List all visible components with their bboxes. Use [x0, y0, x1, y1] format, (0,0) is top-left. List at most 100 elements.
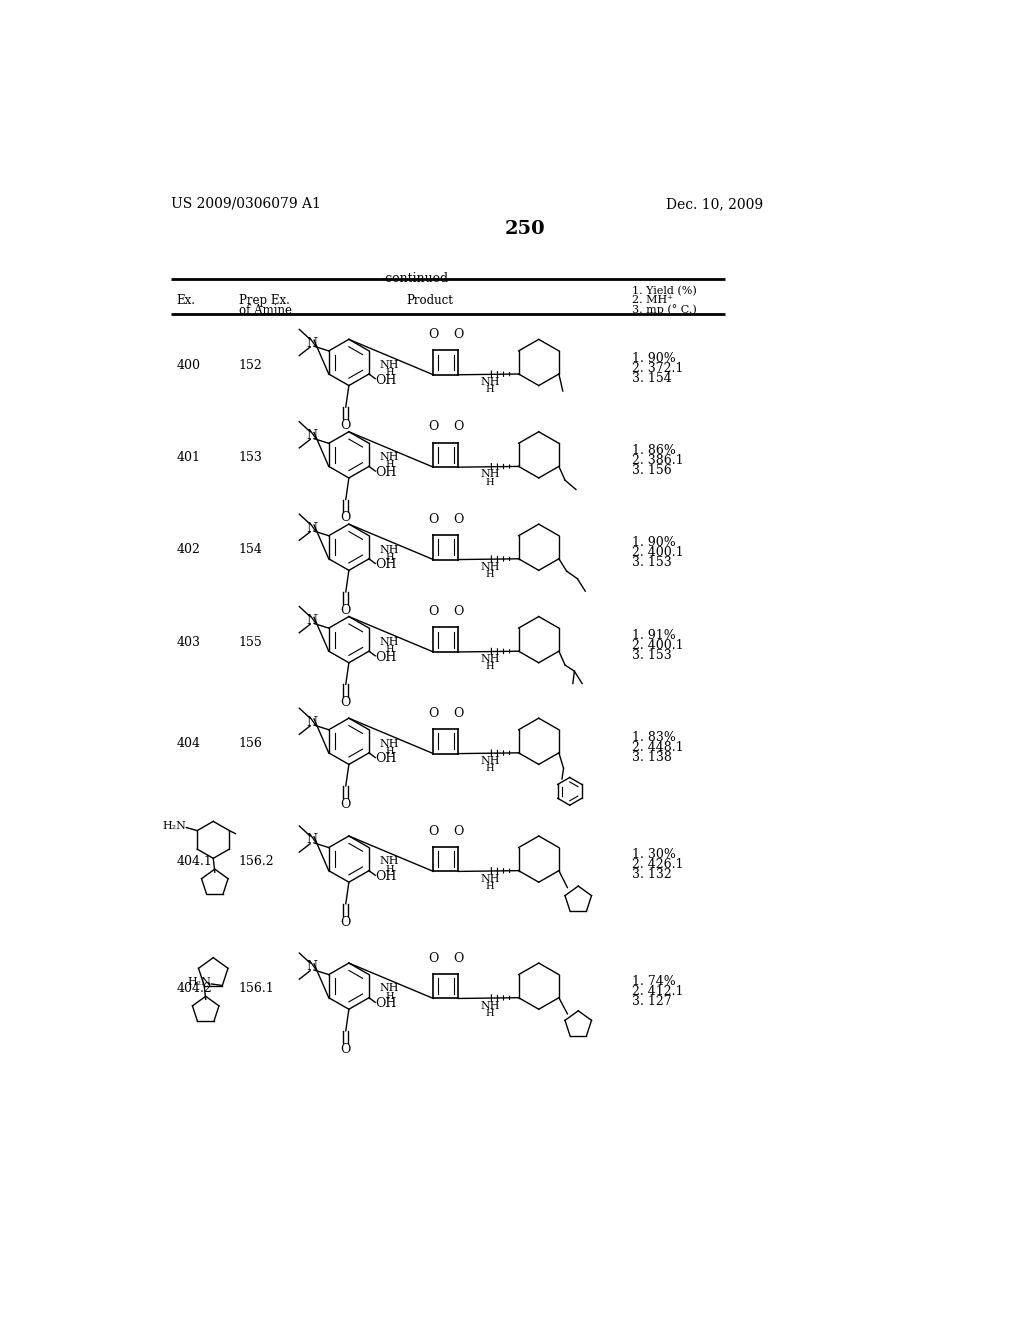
- Text: O: O: [453, 952, 463, 965]
- Text: O: O: [453, 512, 463, 525]
- Text: NH: NH: [380, 739, 399, 748]
- Text: 3. 156: 3. 156: [632, 465, 672, 477]
- Text: NH: NH: [480, 470, 500, 479]
- Text: O: O: [341, 696, 351, 709]
- Text: Dec. 10, 2009: Dec. 10, 2009: [667, 197, 764, 211]
- Text: O: O: [453, 605, 463, 618]
- Text: NH: NH: [380, 545, 399, 554]
- Text: 400: 400: [177, 359, 201, 372]
- Text: 2. 448.1: 2. 448.1: [632, 741, 683, 754]
- Text: NH: NH: [380, 453, 399, 462]
- Text: 2. 372.1: 2. 372.1: [632, 362, 683, 375]
- Text: 2. 400.1: 2. 400.1: [632, 546, 683, 560]
- Text: H: H: [385, 645, 394, 655]
- Text: O: O: [341, 511, 351, 524]
- Text: O: O: [428, 952, 438, 965]
- Text: 2. 400.1: 2. 400.1: [632, 639, 683, 652]
- Text: O: O: [341, 418, 351, 432]
- Text: H: H: [485, 570, 495, 579]
- Text: OH: OH: [376, 870, 396, 883]
- Text: 1. 83%: 1. 83%: [632, 730, 676, 743]
- Text: 1. 86%: 1. 86%: [632, 444, 676, 457]
- Text: O: O: [453, 420, 463, 433]
- Text: H₂N: H₂N: [162, 821, 185, 832]
- Text: 404.1: 404.1: [177, 855, 213, 869]
- Text: 155: 155: [239, 636, 262, 649]
- Text: O: O: [428, 706, 438, 719]
- Text: 2. 412.1: 2. 412.1: [632, 985, 683, 998]
- Text: O: O: [428, 605, 438, 618]
- Text: 3. 154: 3. 154: [632, 372, 672, 384]
- Text: O: O: [453, 825, 463, 838]
- Text: 3. 153: 3. 153: [632, 649, 672, 661]
- Text: 250: 250: [505, 220, 545, 238]
- Text: NH: NH: [480, 655, 500, 664]
- Text: H₂N: H₂N: [187, 977, 211, 987]
- Text: 1. 91%: 1. 91%: [632, 628, 676, 642]
- Text: OH: OH: [376, 558, 396, 572]
- Text: OH: OH: [376, 466, 396, 479]
- Text: NH: NH: [480, 874, 500, 883]
- Text: 3. 132: 3. 132: [632, 869, 672, 882]
- Text: N: N: [306, 961, 317, 973]
- Text: NH: NH: [480, 756, 500, 766]
- Text: 404.2: 404.2: [177, 982, 213, 995]
- Text: 156.1: 156.1: [239, 982, 274, 995]
- Text: O: O: [341, 1043, 351, 1056]
- Text: Ex.: Ex.: [177, 294, 196, 308]
- Text: H: H: [485, 478, 495, 487]
- Text: 402: 402: [177, 544, 201, 557]
- Text: N: N: [306, 429, 317, 442]
- Text: 2. 386.1: 2. 386.1: [632, 454, 683, 467]
- Text: 152: 152: [239, 359, 262, 372]
- Text: 1. Yield (%): 1. Yield (%): [632, 285, 696, 296]
- Text: NH: NH: [380, 983, 399, 994]
- Text: OH: OH: [376, 752, 396, 766]
- Text: 156.2: 156.2: [239, 855, 274, 869]
- Text: Prep Ex.: Prep Ex.: [239, 294, 290, 308]
- Text: H: H: [485, 385, 495, 395]
- Text: O: O: [428, 327, 438, 341]
- Text: H: H: [385, 991, 394, 1001]
- Text: N: N: [306, 614, 317, 627]
- Text: -continued: -continued: [381, 272, 449, 285]
- Text: O: O: [341, 797, 351, 810]
- Text: 2. MH⁺: 2. MH⁺: [632, 294, 673, 305]
- Text: OH: OH: [376, 374, 396, 387]
- Text: N: N: [306, 833, 317, 846]
- Text: H: H: [485, 663, 495, 672]
- Text: O: O: [341, 916, 351, 929]
- Text: OH: OH: [376, 651, 396, 664]
- Text: NH: NH: [480, 1001, 500, 1011]
- Text: O: O: [341, 603, 351, 616]
- Text: NH: NH: [480, 378, 500, 387]
- Text: 153: 153: [239, 451, 263, 465]
- Text: OH: OH: [376, 998, 396, 1010]
- Text: 401: 401: [177, 451, 201, 465]
- Text: N: N: [306, 521, 317, 535]
- Text: H: H: [485, 1008, 495, 1018]
- Text: O: O: [428, 420, 438, 433]
- Text: H: H: [385, 368, 394, 378]
- Text: O: O: [428, 825, 438, 838]
- Text: H: H: [485, 764, 495, 774]
- Text: 3. 153: 3. 153: [632, 557, 672, 569]
- Text: H: H: [385, 553, 394, 562]
- Text: H: H: [385, 461, 394, 470]
- Text: 2. 426.1: 2. 426.1: [632, 858, 683, 871]
- Text: O: O: [453, 706, 463, 719]
- Text: O: O: [428, 512, 438, 525]
- Text: NH: NH: [380, 857, 399, 866]
- Text: Product: Product: [407, 294, 454, 308]
- Text: H: H: [385, 747, 394, 756]
- Text: 1. 90%: 1. 90%: [632, 536, 676, 549]
- Text: US 2009/0306079 A1: US 2009/0306079 A1: [171, 197, 321, 211]
- Text: H: H: [485, 882, 495, 891]
- Text: NH: NH: [480, 562, 500, 572]
- Text: 156: 156: [239, 738, 263, 751]
- Text: N: N: [306, 715, 317, 729]
- Text: 403: 403: [177, 636, 201, 649]
- Text: 1. 90%: 1. 90%: [632, 351, 676, 364]
- Text: H: H: [385, 865, 394, 874]
- Text: 404: 404: [177, 738, 201, 751]
